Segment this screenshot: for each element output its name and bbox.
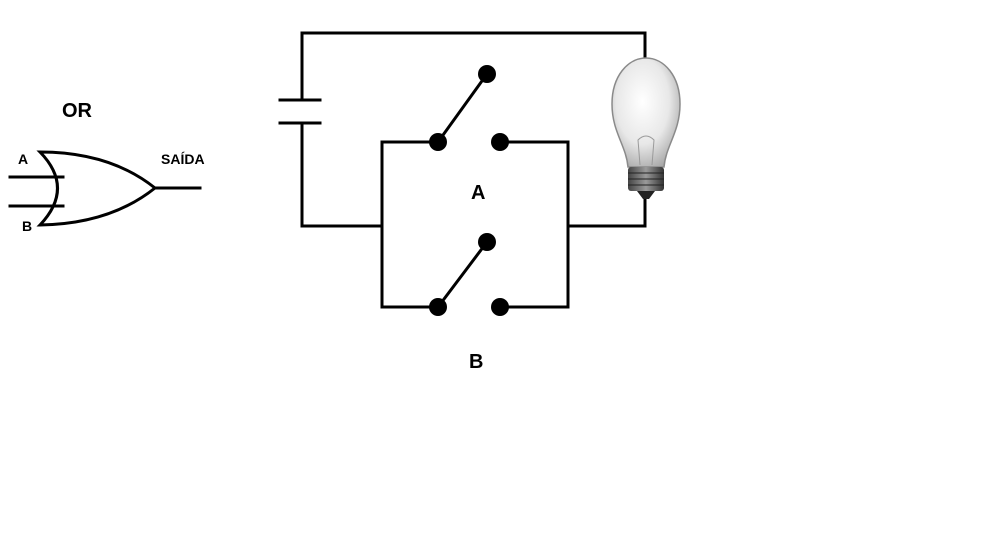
switch-a-contact [491,133,509,151]
switch-b-label: B [469,351,483,373]
circuit-wire-top [300,31,647,102]
battery [278,98,322,125]
switch-b [429,233,509,316]
parallel-branch-left [380,140,440,309]
gate-body [36,150,158,227]
switch-b-contact [478,233,496,251]
gate-input-b-label: B [22,218,32,234]
gate-output-label: SAÍDA [161,151,205,167]
switch-a-label: A [471,182,485,204]
circuit-wire-right [566,196,647,228]
switch-a-contact [429,133,447,151]
switch-a-contact [478,65,496,83]
gate-input-a-label: A [18,151,28,167]
light-bulb-icon [611,57,681,199]
switch-b-contact [429,298,447,316]
switch-a [429,65,509,151]
circuit-wire-left [300,121,384,228]
circuit: A B [278,31,681,373]
switch-b-contact [491,298,509,316]
parallel-branch-right [498,140,570,309]
gate-title: OR [62,100,93,122]
or-gate: OR A B SAÍDA [8,100,205,234]
